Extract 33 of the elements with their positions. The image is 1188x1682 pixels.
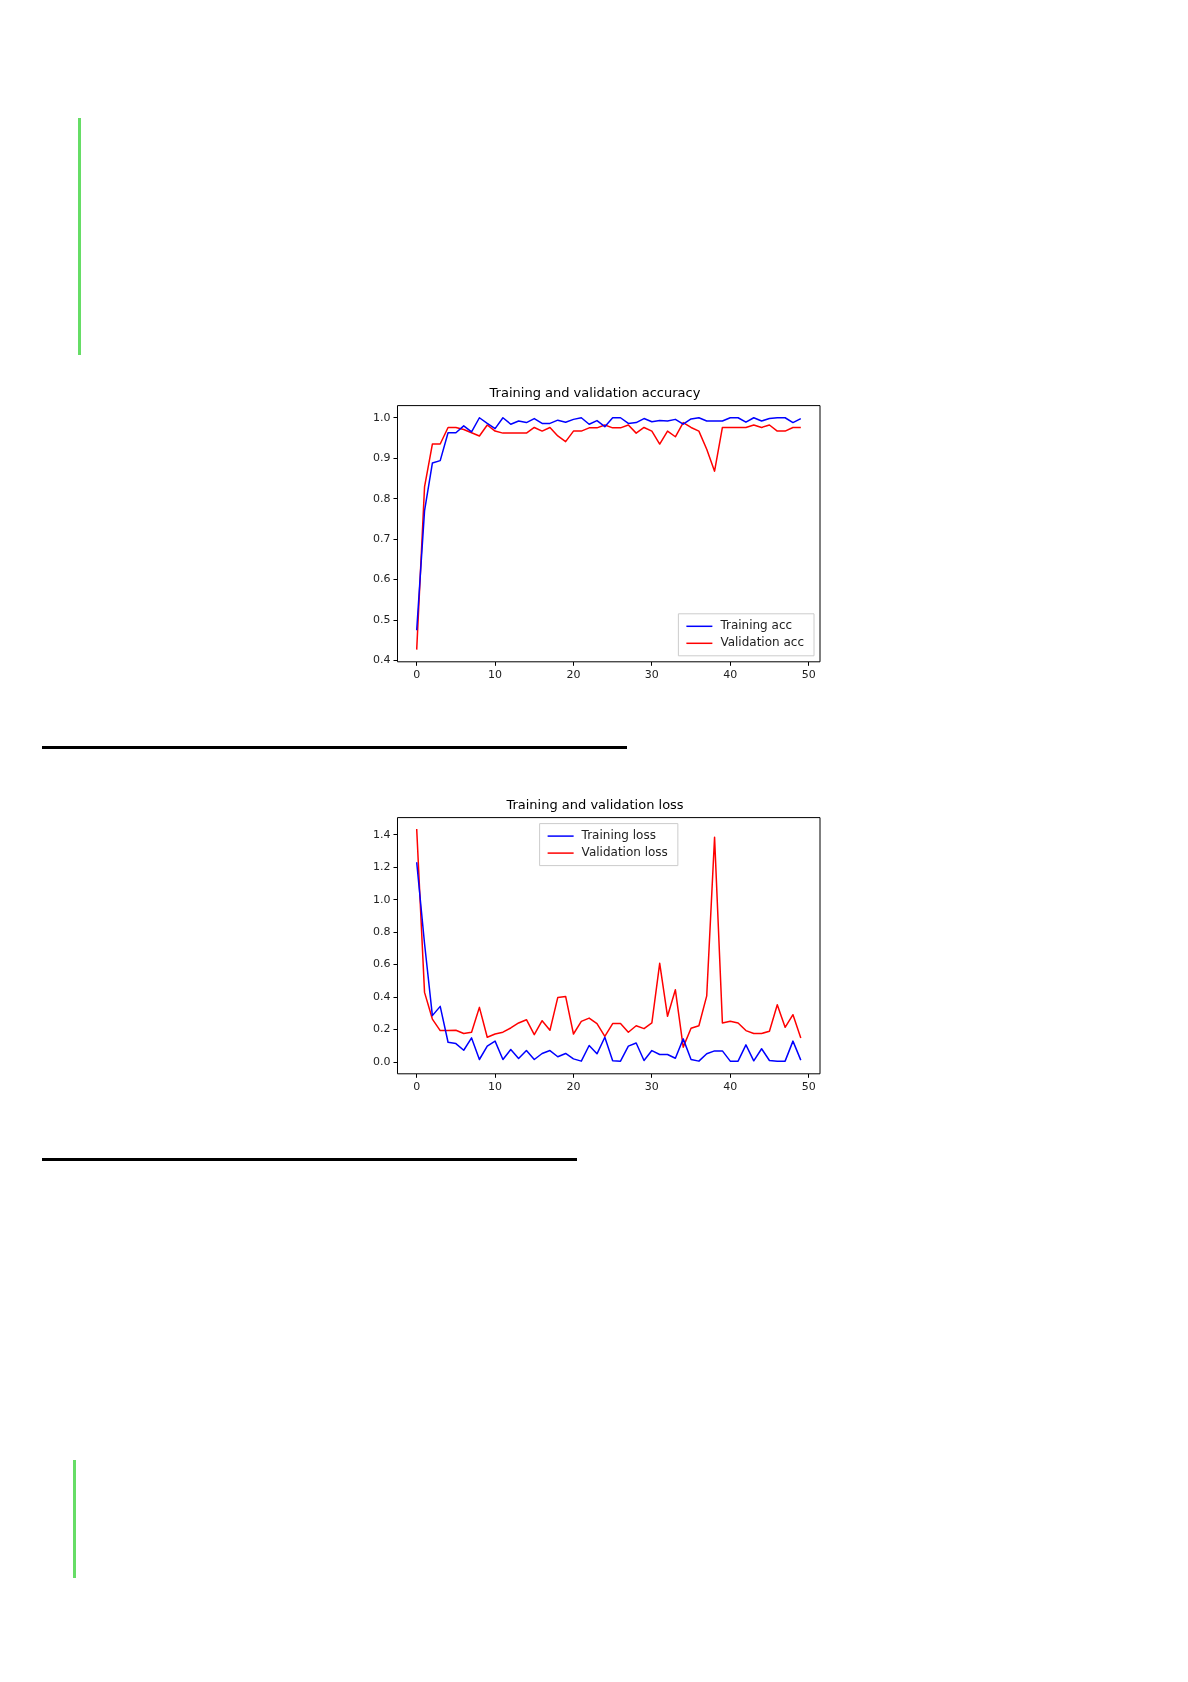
y-tick-label: 0.0 [372,1054,391,1068]
y-tick-label: 1.2 [372,860,391,874]
y-tick-label: 0.4 [372,989,391,1003]
y-tick-label: 0.8 [372,491,391,505]
y-tick-label: 0.6 [372,957,391,971]
legend-label: Validation acc [720,635,805,650]
x-tick-label: 50 [801,668,816,682]
y-tick-label: 1.4 [372,827,391,841]
x-tick-label: 30 [644,1080,659,1094]
x-tick-label: 10 [488,668,503,682]
x-tick-label: 20 [566,668,581,682]
chart-title: Training and validation accuracy [488,385,701,401]
y-tick-label: 0.5 [372,612,391,626]
legend-label: Validation loss [581,845,668,860]
y-tick-label: 0.4 [372,653,391,667]
legend-label: Training acc [719,618,793,633]
y-tick-label: 0.8 [372,924,391,938]
x-tick-label: 0 [413,668,421,682]
legend-label: Training loss [580,828,656,843]
x-tick-label: 40 [723,668,738,682]
x-tick-label: 30 [644,668,659,682]
x-tick-label: 20 [566,1080,581,1094]
y-tick-label: 0.9 [372,451,391,465]
x-tick-label: 50 [801,1080,816,1094]
y-tick-label: 0.7 [372,532,391,546]
y-tick-label: 1.0 [372,410,391,424]
y-tick-label: 1.0 [372,892,391,906]
y-tick-label: 0.6 [372,572,391,586]
chart-title: Training and validation loss [505,797,684,813]
x-tick-label: 0 [413,1080,421,1094]
x-tick-label: 40 [723,1080,738,1094]
y-tick-label: 0.2 [372,1022,391,1036]
x-tick-label: 10 [488,1080,503,1094]
